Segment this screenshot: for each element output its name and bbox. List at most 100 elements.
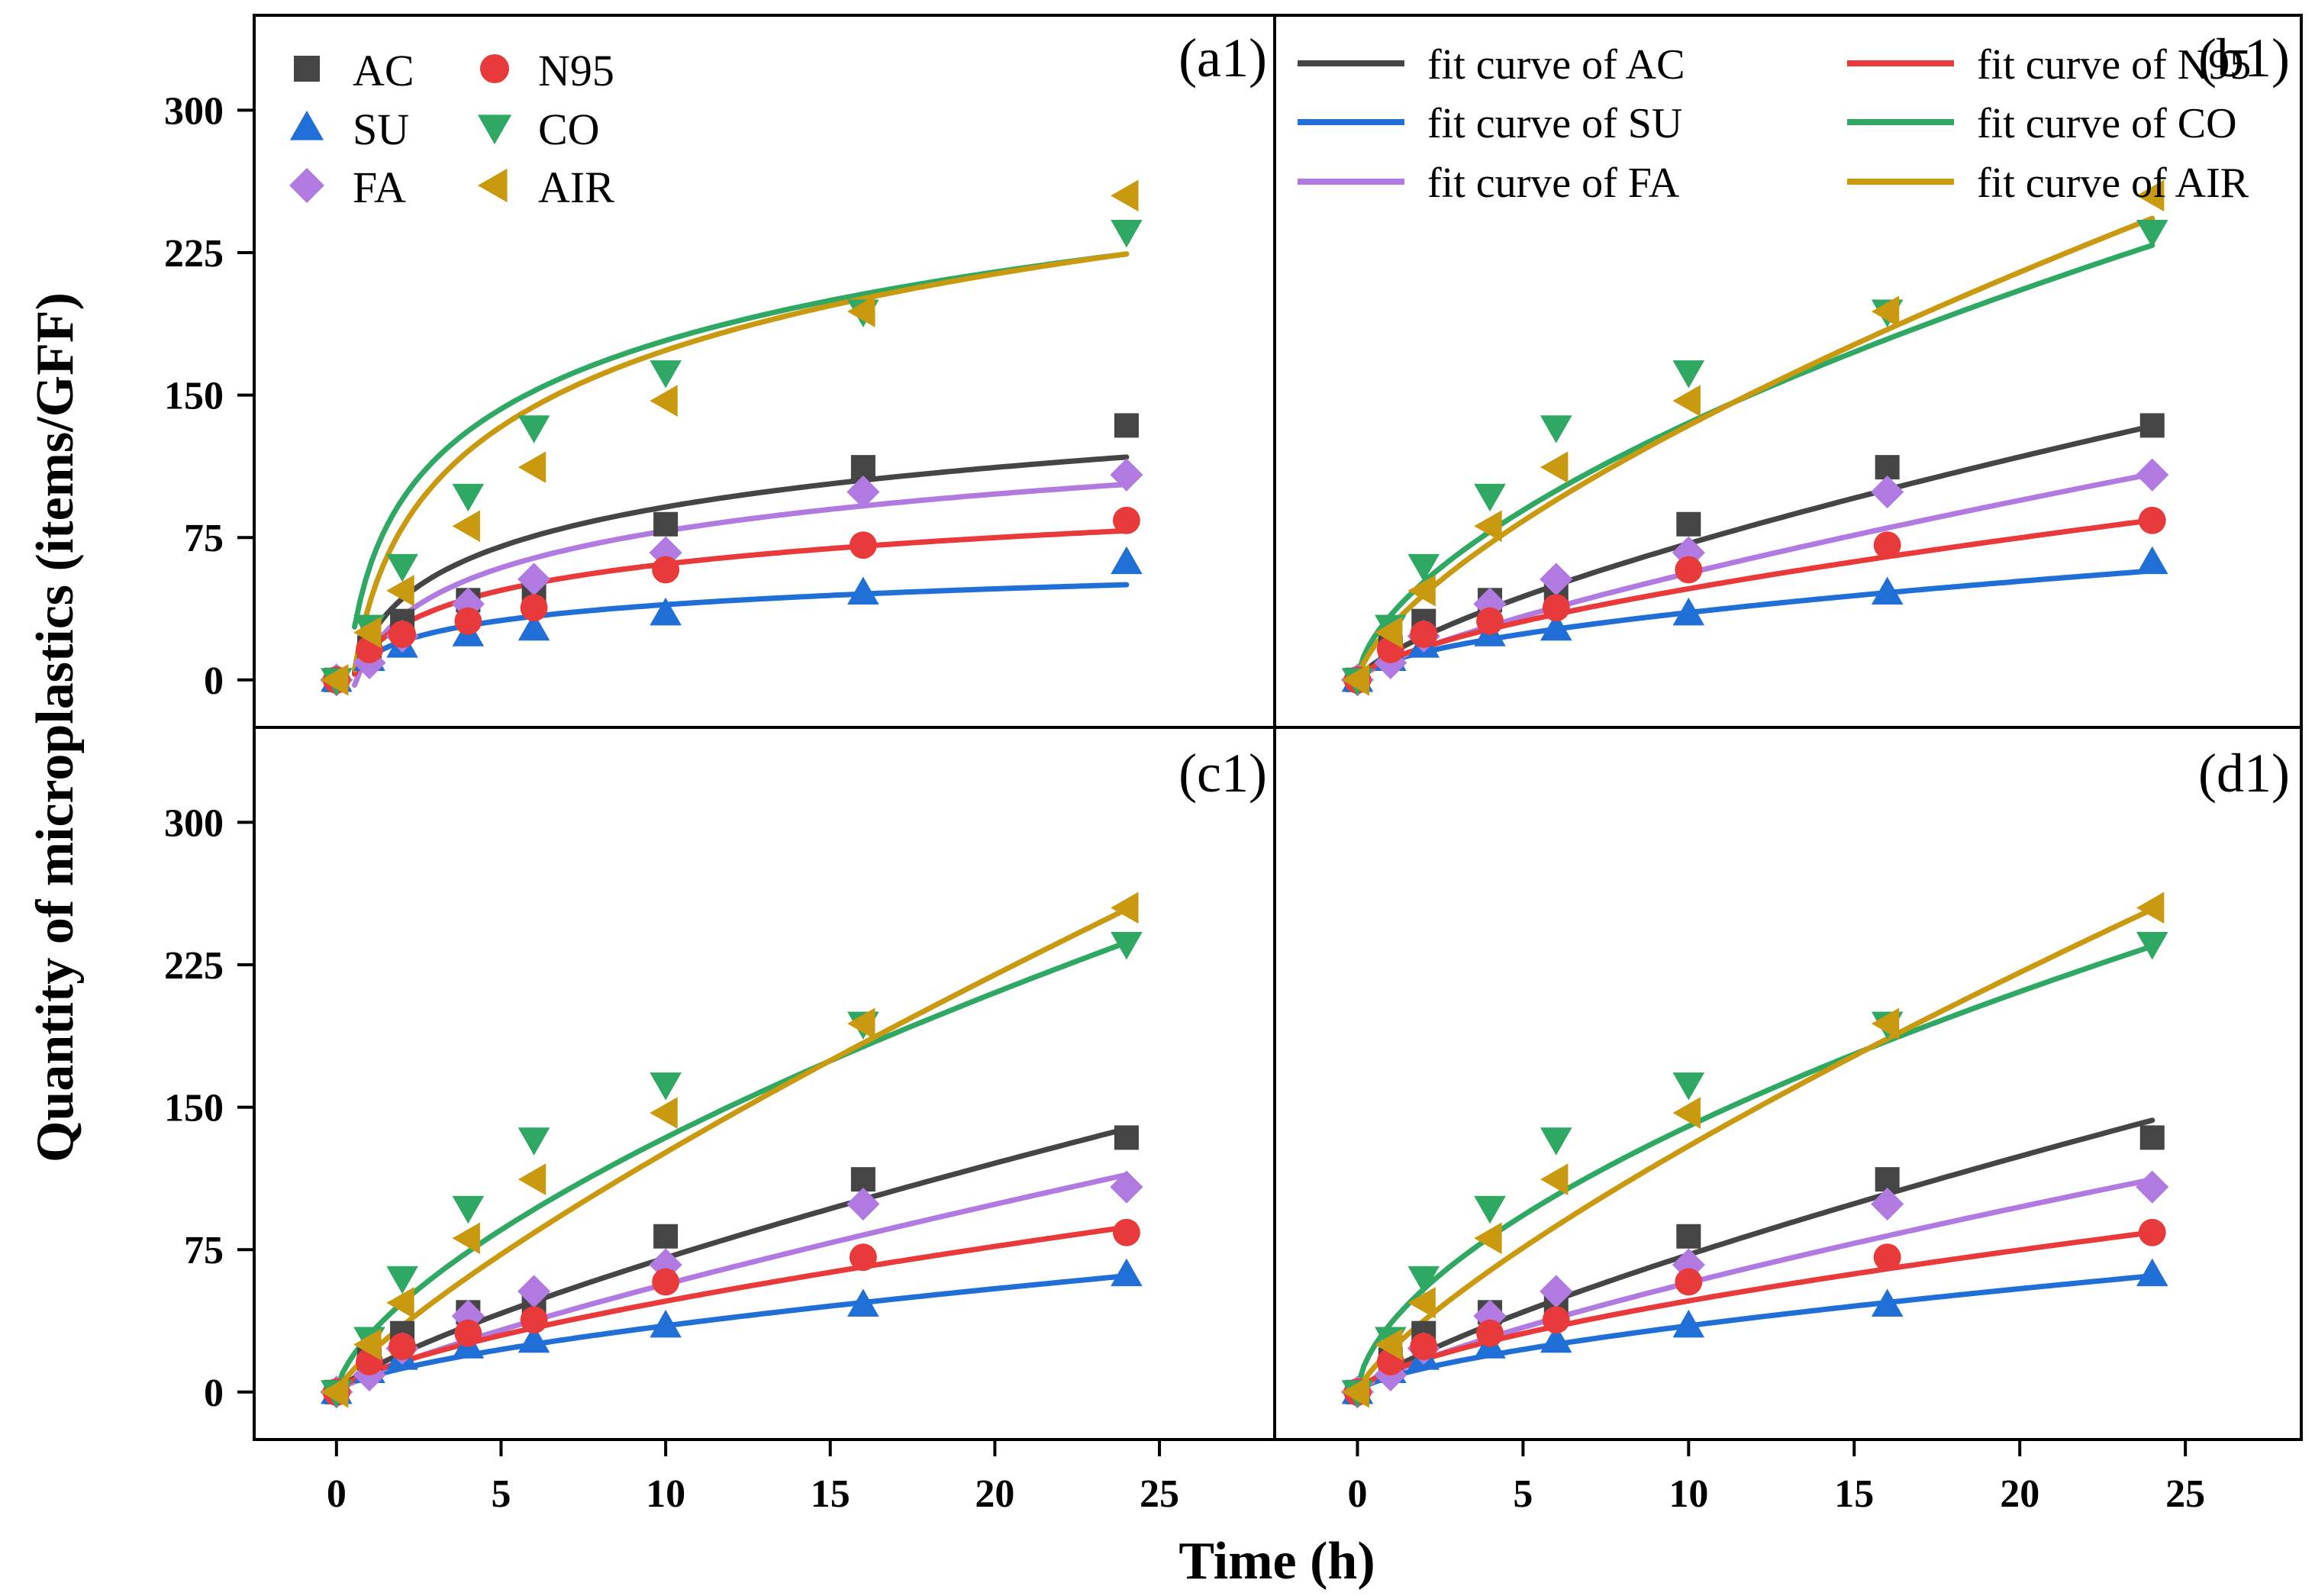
legend-fit-label-air: fit curve of AIR xyxy=(1977,160,2249,207)
point-a1-air-0 xyxy=(321,664,349,696)
y-tick-label-c1-150: 150 xyxy=(164,1087,224,1130)
legend-fit-label-ac: fit curve of AC xyxy=(1427,41,1685,89)
point-a1-n95-4 xyxy=(520,594,548,622)
point-a1-fa-6 xyxy=(846,475,880,509)
point-d1-n95-5 xyxy=(1675,1268,1703,1296)
legend-marker-su xyxy=(289,110,324,140)
legend-marker-ac-shape xyxy=(294,56,320,82)
point-c1-n95-7 xyxy=(1112,1218,1140,1246)
panel-d1-plot xyxy=(1340,892,2169,1409)
point-d1-air-1 xyxy=(1375,1328,1403,1361)
point-b1-fa-6 xyxy=(1871,475,1904,509)
point-a1-air-1 xyxy=(353,616,382,649)
x-tick-label-d1-20: 20 xyxy=(2000,1472,2039,1516)
fit-curve-c1-air xyxy=(334,906,1130,1394)
legend-item-co: CO xyxy=(477,105,600,154)
x-tick-label-c1-0: 0 xyxy=(327,1472,347,1516)
legend-fit-label-n95: fit curve of N95 xyxy=(1977,41,2251,89)
point-d1-su-4 xyxy=(1540,1324,1572,1353)
point-a1-air-5 xyxy=(650,385,678,417)
point-d1-air-7 xyxy=(2136,892,2165,924)
point-d1-n95-4 xyxy=(1542,1306,1570,1334)
x-tick-label-d1-0: 0 xyxy=(1347,1472,1367,1516)
legend-item-su: SU xyxy=(289,105,409,154)
point-a1-co-2 xyxy=(386,553,418,582)
y-tick-label-a1-150: 150 xyxy=(164,375,224,418)
point-d1-su-5 xyxy=(1672,1309,1705,1338)
point-c1-co-4 xyxy=(517,1127,550,1156)
point-a1-n95-7 xyxy=(1112,506,1140,534)
legend-marker-fa-shape xyxy=(289,168,324,203)
point-b1-n95-6 xyxy=(1873,531,1901,559)
point-d1-co-5 xyxy=(1672,1072,1705,1101)
point-b1-air-7 xyxy=(2136,179,2165,212)
point-d1-air-3 xyxy=(1474,1222,1502,1255)
legend-label-su: SU xyxy=(353,105,409,154)
point-b1-air-0 xyxy=(1341,664,1370,696)
point-d1-n95-2 xyxy=(1410,1333,1438,1361)
point-b1-co-5 xyxy=(1672,360,1705,389)
point-c1-air-6 xyxy=(847,1008,875,1040)
panel-label-c1: (c1) xyxy=(1178,743,1267,804)
y-axis-title: Quantity of microplastics (items/GFF) xyxy=(26,292,85,1162)
point-c1-air-3 xyxy=(452,1222,480,1255)
point-c1-n95-5 xyxy=(652,1268,680,1296)
point-b1-ac-7 xyxy=(2139,413,2165,438)
fit-curve-a1-ac xyxy=(352,454,1130,675)
point-d1-su-7 xyxy=(2136,1258,2168,1287)
point-b1-n95-3 xyxy=(1476,607,1504,635)
point-a1-ac-6 xyxy=(850,455,875,480)
legend-label-ac: AC xyxy=(353,46,414,95)
x-tick-label-c1-5: 5 xyxy=(491,1472,511,1516)
point-b1-air-4 xyxy=(1540,451,1569,483)
fit-curve-a1-su xyxy=(352,582,1130,674)
legend-fit-label-fa: fit curve of FA xyxy=(1427,160,1680,207)
x-axis-title: Time (h) xyxy=(1178,1532,1375,1591)
point-a1-co-5 xyxy=(650,360,682,389)
point-d1-co-7 xyxy=(2136,932,2168,960)
point-c1-ac-5 xyxy=(653,1224,679,1249)
point-a1-fa-7 xyxy=(1110,458,1143,492)
point-b1-air-6 xyxy=(1871,295,1900,327)
point-c1-air-4 xyxy=(517,1163,547,1195)
point-b1-ac-6 xyxy=(1875,455,1900,480)
point-a1-ac-5 xyxy=(653,511,679,537)
point-c1-air-5 xyxy=(650,1097,678,1129)
x-tick-label-d1-15: 15 xyxy=(1834,1472,1874,1516)
point-b1-su-7 xyxy=(2136,546,2168,575)
point-a1-n95-3 xyxy=(454,607,482,635)
point-b1-co-7 xyxy=(2136,220,2168,248)
legend-marker-fa xyxy=(289,168,324,203)
y-tick-label-c1-225: 225 xyxy=(164,944,224,988)
plot-content xyxy=(320,179,2169,1409)
legend-marker-ac xyxy=(294,56,320,82)
point-c1-su-7 xyxy=(1111,1258,1143,1287)
point-b1-su-5 xyxy=(1672,597,1705,626)
fit-curve-b1-air xyxy=(1355,215,2155,679)
point-d1-air-4 xyxy=(1540,1163,1569,1195)
point-a1-air-4 xyxy=(517,451,547,483)
legend-item-ac: AC xyxy=(294,46,414,95)
fit-curve-a1-air xyxy=(352,251,1130,673)
point-c1-co-5 xyxy=(650,1072,682,1101)
point-a1-air-3 xyxy=(452,510,480,543)
point-c1-fa-3 xyxy=(451,1299,485,1333)
point-c1-air-1 xyxy=(353,1328,382,1361)
y-tick-label-a1-75: 75 xyxy=(184,517,224,560)
point-d1-air-6 xyxy=(1871,1008,1900,1040)
x-tick-label-c1-20: 20 xyxy=(975,1472,1014,1516)
point-b1-su-4 xyxy=(1540,612,1572,641)
panel-label-a1: (a1) xyxy=(1178,27,1267,89)
axes-layer: 0 75 150 225 300 0 5 10 15 20 25 0 75 150 225 300 0 5 10 15… xyxy=(164,89,2205,1516)
legend-label-n95: N95 xyxy=(538,46,614,95)
point-a1-su-7 xyxy=(1111,546,1143,575)
x-tick-label-c1-25: 25 xyxy=(1140,1472,1179,1516)
point-d1-ac-5 xyxy=(1676,1224,1701,1249)
point-d1-air-0 xyxy=(1341,1376,1370,1408)
x-tick-label-d1-25: 25 xyxy=(2165,1472,2205,1516)
point-b1-air-1 xyxy=(1375,616,1403,649)
y-tick-label-a1-225: 225 xyxy=(164,232,224,276)
point-b1-n95-5 xyxy=(1675,556,1703,584)
point-c1-ac-6 xyxy=(850,1167,875,1192)
